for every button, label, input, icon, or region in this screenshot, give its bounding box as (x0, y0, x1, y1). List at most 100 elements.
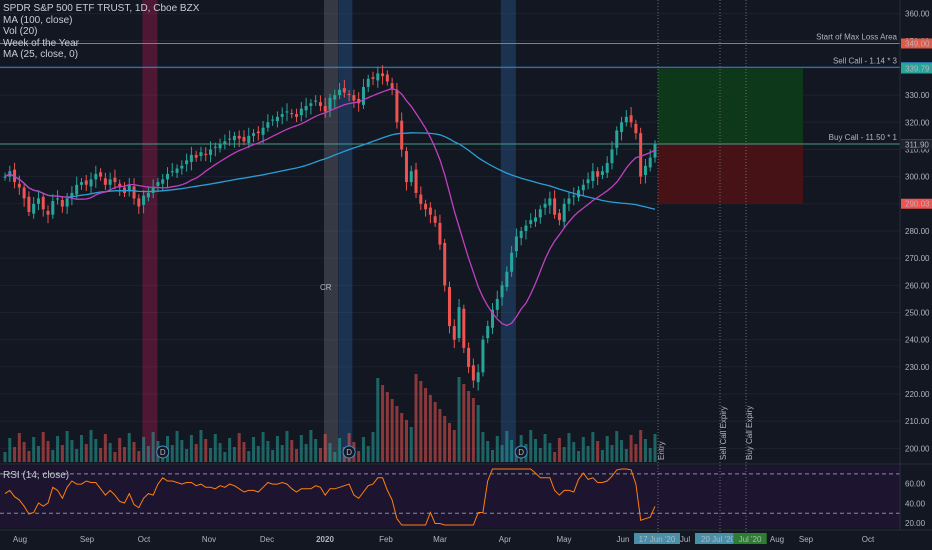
volume-bar (510, 440, 514, 462)
volume-bar (256, 446, 260, 462)
time-tick-label: Jul '20 (739, 535, 762, 544)
candle-body (634, 123, 638, 134)
volume-bar (170, 445, 174, 462)
candle-body (75, 184, 79, 195)
candle-body (285, 111, 289, 113)
price-tick-label: 310.00 (905, 145, 930, 154)
volume-bar (414, 374, 418, 462)
volume-bar (376, 378, 380, 462)
candle-body (543, 203, 547, 208)
candle-body (166, 173, 169, 180)
volume-bar (22, 442, 26, 462)
candle-body (36, 198, 40, 204)
candle-body (223, 141, 227, 145)
candle-body (600, 171, 604, 176)
candle-body (347, 94, 351, 96)
volume-bar (366, 446, 370, 462)
candle-body (142, 195, 146, 205)
candle-body (486, 326, 490, 339)
candle-body (299, 108, 303, 116)
candle-body (361, 86, 365, 105)
dividend-mark-label: D (518, 448, 524, 457)
candle-body (371, 77, 375, 79)
candle-body (60, 200, 64, 207)
volume-bar (56, 436, 60, 462)
volume-bar (605, 436, 609, 462)
candle-body (3, 176, 7, 178)
candle-body (333, 95, 337, 100)
candle-body (404, 151, 408, 183)
volume-bar (476, 405, 480, 462)
candle-body (194, 154, 198, 158)
volume-bar (634, 444, 638, 462)
volume-bar (553, 452, 557, 462)
week-highlight-band (500, 0, 516, 462)
candle-body (79, 182, 83, 185)
price-label-box (901, 63, 932, 74)
ma25-legend[interactable]: MA (25, close, 0) (3, 49, 79, 60)
ma100-legend[interactable]: MA (100, close) (3, 14, 73, 26)
rsi-legend[interactable]: RSI (14, close) (3, 470, 70, 481)
time-tick-label: 2020 (316, 535, 334, 544)
volume-bar (223, 452, 227, 462)
symbol-title[interactable]: SPDR S&P 500 ETF TRUST, 1D, Cboe BZX (3, 3, 200, 14)
volume-bar (400, 413, 404, 462)
candle-body (199, 152, 203, 156)
time-label-box (695, 533, 741, 544)
volume-bar (577, 451, 581, 462)
loss-zone (658, 144, 803, 204)
volume-bar (199, 430, 203, 462)
candle-body (357, 98, 361, 104)
time-tick-label: Dec (260, 535, 274, 544)
volume-bar (481, 432, 485, 462)
volume-bar (36, 446, 40, 462)
time-tick-label: Aug (13, 535, 27, 544)
candle-body (648, 157, 652, 168)
dividend-mark-label: D (160, 448, 166, 457)
candle-body (84, 180, 88, 185)
time-tick-label: Oct (862, 535, 875, 544)
candle-body (352, 95, 356, 101)
candle-body (209, 149, 213, 155)
volume-bar (304, 444, 308, 462)
dividend-mark (342, 445, 356, 459)
candle-body (591, 171, 595, 181)
candle-body (452, 326, 456, 340)
candle-body (271, 119, 275, 121)
volume-bar (185, 449, 189, 462)
candle-body (32, 203, 36, 214)
candle-body (495, 298, 499, 310)
candle-body (529, 220, 533, 224)
week-legend[interactable]: Week of the Year (3, 37, 79, 49)
volume-bar (8, 438, 12, 462)
volume-bar (361, 437, 365, 462)
volume-bar (424, 388, 428, 462)
volume-bar (247, 451, 251, 462)
week-highlight-band (142, 0, 158, 462)
candle-body (65, 198, 69, 207)
candle-body (567, 198, 571, 204)
candle-body (381, 73, 385, 77)
volume-bar (75, 449, 79, 462)
candle-body (562, 203, 566, 222)
volume-bar (548, 443, 552, 462)
volume-bar (99, 448, 103, 462)
volume-bar (242, 442, 246, 462)
volume-bar (194, 444, 198, 462)
time-label-box (733, 533, 767, 544)
volume-bar (209, 448, 213, 462)
candle-body (132, 186, 136, 199)
candle-body (256, 131, 260, 134)
candle-body (409, 171, 413, 183)
volume-bar (486, 441, 490, 462)
candle-body (424, 203, 428, 210)
candle-body (89, 179, 93, 187)
candle-body (610, 149, 614, 164)
candle-body (185, 160, 189, 165)
rsi-tick-label: 40.00 (905, 499, 926, 508)
ma100-line (4, 132, 656, 210)
volume-bar (127, 433, 131, 462)
volume-bar (639, 430, 643, 462)
vol-legend[interactable]: Vol (20) (3, 26, 38, 37)
